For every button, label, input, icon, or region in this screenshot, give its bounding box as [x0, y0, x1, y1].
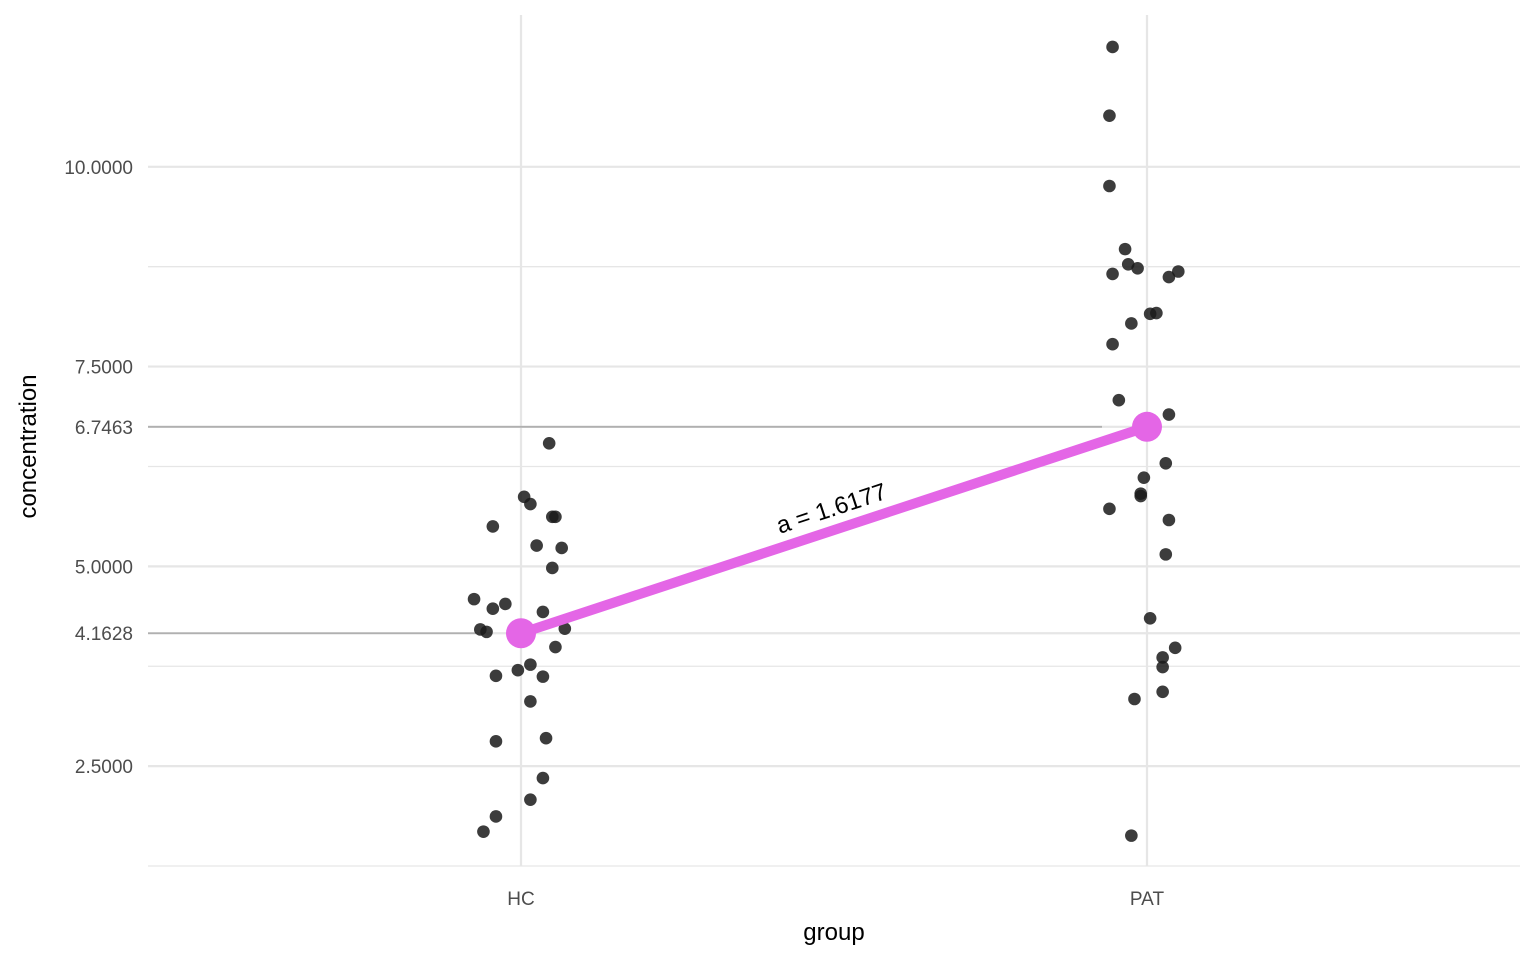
data-point: [1156, 651, 1169, 664]
data-point: [524, 695, 537, 708]
data-point: [536, 605, 550, 619]
data-point: [1156, 685, 1169, 699]
data-point: [1103, 179, 1116, 193]
data-point: [1125, 317, 1138, 330]
y-tick-label: 7.5000: [75, 358, 133, 379]
data-point: [1103, 502, 1116, 516]
data-points: [467, 40, 1185, 842]
data-point: [1162, 513, 1176, 527]
data-point: [558, 622, 572, 635]
x-axis-tick-labels: HC PAT: [507, 889, 1164, 910]
y-tick-label: 6.7463: [75, 418, 133, 439]
data-point: [1103, 109, 1116, 122]
data-point: [480, 625, 493, 639]
data-point: [546, 561, 559, 575]
mean-connecting-line: [516, 421, 1152, 639]
y-tick-label: 2.5000: [75, 757, 133, 778]
data-point: [1159, 456, 1173, 470]
y-tick-label: 10.0000: [64, 158, 133, 179]
data-point: [536, 771, 550, 785]
y-tick-label: 4.1628: [75, 624, 133, 645]
data-point: [539, 731, 553, 745]
data-point: [542, 436, 556, 450]
data-point: [1156, 660, 1169, 674]
data-point: [517, 490, 531, 504]
data-point: [1150, 306, 1163, 320]
mean-reference-lines: [148, 425, 1102, 635]
data-point: [1125, 829, 1138, 842]
data-point: [549, 640, 562, 654]
data-point: [486, 602, 500, 616]
data-point: [1134, 487, 1148, 500]
data-point: [1112, 393, 1126, 407]
data-point: [499, 597, 512, 611]
data-point: [1159, 548, 1173, 561]
data-point: [1106, 267, 1119, 281]
data-point: [530, 539, 543, 552]
data-point: [1137, 471, 1151, 484]
data-point: [536, 670, 550, 683]
data-point: [524, 793, 537, 806]
data-point: [555, 541, 568, 555]
data-point: [467, 592, 481, 606]
data-point: [1106, 337, 1119, 351]
mean-marker-pat: [1132, 411, 1162, 442]
minor-grid: [148, 266, 1520, 867]
x-tick-label: HC: [507, 889, 534, 910]
data-point: [489, 669, 503, 683]
data-point: [1118, 242, 1132, 256]
data-point: [477, 825, 490, 838]
y-axis-tick-labels: 2.5000 4.1628 5.0000 6.7463 7.5000 10.0000: [64, 158, 133, 778]
data-point: [511, 663, 525, 677]
mean-marker-hc: [506, 618, 536, 649]
data-point: [1106, 40, 1119, 54]
data-point: [489, 735, 503, 748]
data-point: [1131, 262, 1144, 275]
data-point: [1143, 611, 1157, 625]
data-point: [1162, 270, 1176, 284]
y-axis-title: concentration: [15, 374, 42, 518]
data-point: [486, 520, 500, 533]
data-point: [1172, 265, 1185, 278]
data-point: [1162, 408, 1176, 421]
data-point: [1128, 692, 1141, 706]
data-point: [489, 810, 503, 823]
data-point: [524, 658, 537, 671]
data-point: [549, 510, 562, 524]
x-axis-title: group: [803, 919, 864, 946]
x-tick-label: PAT: [1130, 889, 1165, 910]
data-point: [1168, 641, 1182, 655]
y-tick-label: 5.0000: [75, 557, 133, 578]
